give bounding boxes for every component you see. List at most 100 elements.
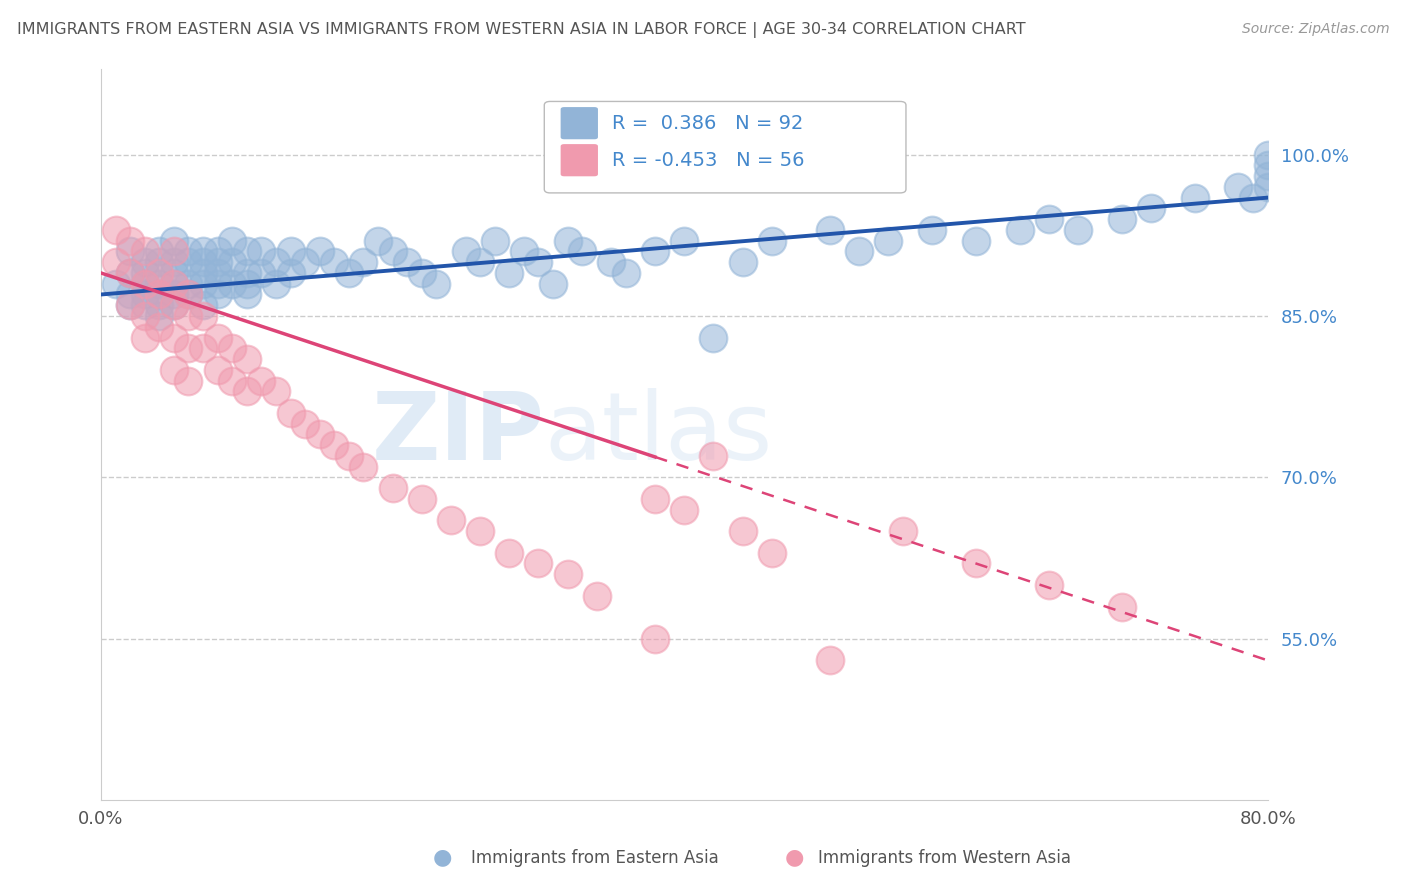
Point bbox=[163, 298, 186, 312]
Point bbox=[1111, 212, 1133, 227]
Point bbox=[323, 438, 346, 452]
Point bbox=[177, 277, 200, 291]
Point bbox=[250, 266, 273, 280]
Point bbox=[177, 374, 200, 388]
Point bbox=[163, 330, 186, 344]
Point bbox=[484, 234, 506, 248]
Point bbox=[425, 277, 447, 291]
Point bbox=[353, 459, 375, 474]
Point bbox=[104, 255, 127, 269]
Point bbox=[191, 255, 214, 269]
Point bbox=[1067, 223, 1090, 237]
Point bbox=[1257, 147, 1279, 161]
Point bbox=[673, 234, 696, 248]
Point bbox=[294, 417, 316, 431]
Point bbox=[323, 255, 346, 269]
Point bbox=[134, 277, 156, 291]
Point bbox=[1257, 169, 1279, 183]
Point bbox=[207, 244, 229, 259]
Point bbox=[280, 406, 302, 420]
Point bbox=[207, 330, 229, 344]
Point bbox=[411, 266, 433, 280]
Point bbox=[148, 319, 170, 334]
Point bbox=[191, 277, 214, 291]
Point bbox=[731, 255, 754, 269]
Point bbox=[280, 266, 302, 280]
Text: R = -0.453   N = 56: R = -0.453 N = 56 bbox=[612, 151, 804, 169]
Text: Source: ZipAtlas.com: Source: ZipAtlas.com bbox=[1241, 22, 1389, 37]
Point bbox=[818, 223, 841, 237]
Text: R =  0.386   N = 92: R = 0.386 N = 92 bbox=[612, 113, 803, 133]
Point bbox=[120, 298, 142, 312]
Point bbox=[818, 653, 841, 667]
Text: IMMIGRANTS FROM EASTERN ASIA VS IMMIGRANTS FROM WESTERN ASIA IN LABOR FORCE | AG: IMMIGRANTS FROM EASTERN ASIA VS IMMIGRAN… bbox=[17, 22, 1025, 38]
Point bbox=[498, 266, 520, 280]
Point bbox=[585, 589, 607, 603]
Point bbox=[148, 255, 170, 269]
Point bbox=[134, 244, 156, 259]
Point bbox=[673, 502, 696, 516]
Point bbox=[177, 255, 200, 269]
Point bbox=[236, 352, 259, 367]
Point bbox=[644, 491, 666, 506]
Point bbox=[148, 298, 170, 312]
Point bbox=[250, 244, 273, 259]
Point bbox=[411, 491, 433, 506]
Point bbox=[337, 266, 360, 280]
Point bbox=[163, 255, 186, 269]
Point bbox=[236, 277, 259, 291]
Point bbox=[191, 341, 214, 355]
Point bbox=[557, 234, 579, 248]
Point bbox=[891, 524, 914, 539]
Text: ZIP: ZIP bbox=[371, 388, 544, 481]
Point bbox=[221, 255, 243, 269]
Point bbox=[134, 287, 156, 301]
Point bbox=[191, 244, 214, 259]
Point bbox=[134, 298, 156, 312]
Point bbox=[148, 309, 170, 323]
Point bbox=[134, 266, 156, 280]
Point bbox=[120, 266, 142, 280]
Point bbox=[163, 234, 186, 248]
Point bbox=[221, 374, 243, 388]
Point bbox=[120, 287, 142, 301]
Point bbox=[1257, 180, 1279, 194]
Point bbox=[1140, 202, 1163, 216]
Point bbox=[207, 255, 229, 269]
Point bbox=[120, 244, 142, 259]
Point bbox=[353, 255, 375, 269]
Point bbox=[207, 363, 229, 377]
Point bbox=[280, 244, 302, 259]
Point bbox=[513, 244, 536, 259]
Point bbox=[134, 255, 156, 269]
Point bbox=[965, 234, 987, 248]
Point bbox=[177, 287, 200, 301]
Point bbox=[877, 234, 900, 248]
Point bbox=[527, 557, 550, 571]
FancyBboxPatch shape bbox=[561, 145, 598, 177]
Point bbox=[148, 244, 170, 259]
Point bbox=[337, 449, 360, 463]
Point bbox=[120, 266, 142, 280]
Point bbox=[702, 449, 724, 463]
Point bbox=[731, 524, 754, 539]
Point bbox=[761, 546, 783, 560]
Point bbox=[1227, 180, 1250, 194]
Point bbox=[498, 546, 520, 560]
Point bbox=[644, 244, 666, 259]
Text: atlas: atlas bbox=[544, 388, 772, 481]
Point bbox=[191, 309, 214, 323]
Point bbox=[396, 255, 419, 269]
Point bbox=[163, 277, 186, 291]
Point bbox=[236, 244, 259, 259]
Point bbox=[163, 298, 186, 312]
Point bbox=[236, 384, 259, 399]
Point bbox=[264, 277, 287, 291]
Point bbox=[163, 287, 186, 301]
Point bbox=[1257, 158, 1279, 172]
Point bbox=[702, 330, 724, 344]
Point bbox=[1241, 191, 1264, 205]
Point bbox=[264, 384, 287, 399]
Point bbox=[163, 277, 186, 291]
Point bbox=[207, 266, 229, 280]
